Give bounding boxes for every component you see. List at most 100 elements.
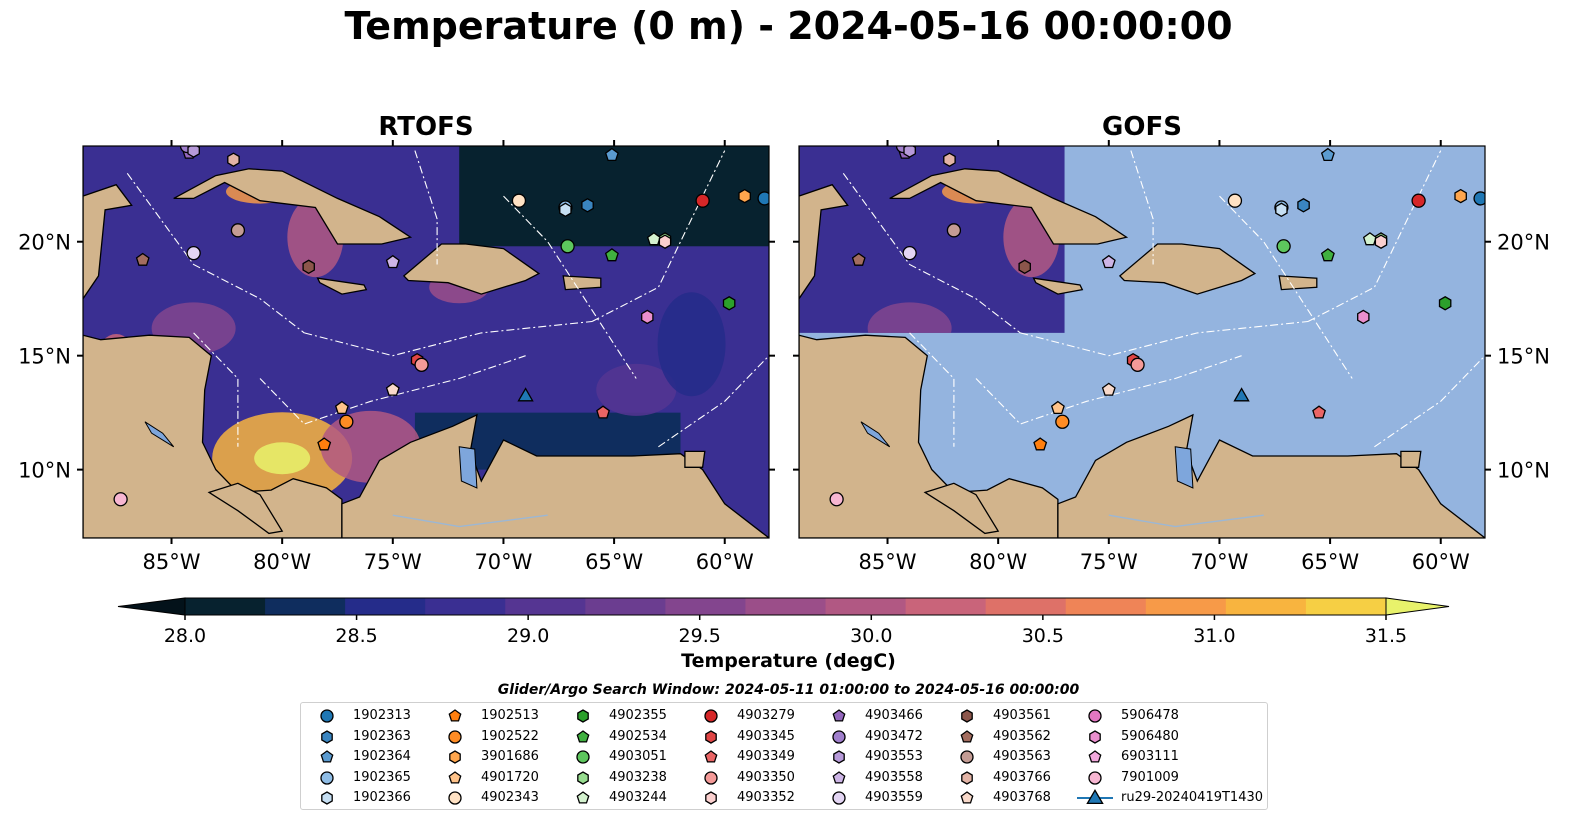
lat-tick-label: 20°N	[18, 231, 71, 255]
platform-1902513	[1033, 437, 1048, 451]
legend-marker-icon	[320, 709, 334, 723]
legend-marker-icon	[448, 791, 462, 806]
platform-4903562	[851, 252, 866, 266]
legend-marker	[449, 750, 461, 764]
legend-marker-icon	[960, 729, 974, 743]
platform-1902364	[1320, 147, 1335, 162]
legend-marker-icon	[704, 709, 718, 723]
legend-marker-icon	[832, 709, 846, 722]
lat-tick-label: 15°N	[18, 345, 71, 369]
platform-4903768	[385, 382, 400, 396]
legend-label: 4903238	[609, 769, 667, 785]
colorbar-segment	[185, 598, 266, 615]
legend-label: 4903279	[737, 708, 795, 723]
legend-marker	[448, 709, 462, 722]
legend-label: 4902343	[481, 790, 539, 806]
platform-4903563	[946, 223, 962, 238]
legend-label: ru29-20240419T1430	[1121, 790, 1264, 806]
legend-marker-icon	[320, 771, 334, 785]
colorbar-extend-high	[1385, 597, 1450, 616]
legend-marker-icon	[1088, 750, 1102, 763]
legend-marker	[832, 770, 846, 784]
legend-marker	[320, 771, 334, 785]
search-window-title: Glider/Argo Search Window: 2024-05-11 01…	[497, 682, 1080, 698]
figure-title: Temperature (0 m) - 2024-05-16 00:00:00	[344, 4, 1233, 48]
platform-4903051	[1276, 239, 1291, 254]
legend-marker-icon	[321, 791, 333, 806]
platform-4902355	[722, 296, 736, 311]
legend-label: 4903345	[737, 728, 795, 744]
platform-4902343	[511, 193, 527, 208]
legend-label: 1902522	[481, 728, 539, 744]
platform-4903553	[903, 146, 916, 158]
platform-5906480	[1357, 309, 1370, 325]
lon-tick-label: 60°W	[1412, 550, 1470, 574]
colorbar-segment	[985, 598, 1067, 615]
platform-4903563	[230, 223, 246, 238]
platform-7901009	[829, 492, 844, 507]
lon-tick-label: 75°W	[364, 550, 422, 574]
legend-marker-icon	[1077, 789, 1113, 805]
legend-label: 4901720	[481, 769, 539, 785]
legend-marker	[320, 709, 334, 723]
legend-label: 7901009	[1121, 769, 1179, 785]
lat-tick-label: 20°N	[1497, 231, 1550, 255]
legend-marker-icon	[1088, 709, 1102, 723]
platform-4903558	[385, 254, 400, 269]
legend-label: 1902313	[353, 708, 411, 723]
platform-4903562	[135, 252, 150, 266]
legend-label: 4903352	[737, 790, 795, 806]
map-panel-rtofs: 85°W 80°W 75°W 70°W 65°W 60°W 10°N 15°N 20°N	[18, 140, 775, 574]
legend-marker-icon	[576, 750, 590, 764]
legend-marker-icon	[832, 770, 846, 784]
legend-marker-icon	[1088, 771, 1102, 785]
legend-marker-icon	[960, 750, 974, 764]
legend-marker-icon	[961, 709, 973, 723]
legend-marker	[1088, 750, 1102, 763]
platform-4903244	[646, 232, 661, 246]
lon-tick-label: 65°W	[585, 550, 643, 574]
platform-4903561	[302, 259, 315, 275]
legend-label: 4903244	[609, 790, 667, 806]
legend-marker	[961, 709, 973, 723]
lat-tick-label: 15°N	[1497, 345, 1550, 369]
colorbar-tick-label: 31.5	[1365, 625, 1407, 647]
platform-7901009	[113, 492, 128, 507]
colorbar-segment	[425, 598, 506, 615]
panel-frame	[798, 145, 1486, 539]
legend-marker	[320, 750, 334, 763]
colorbar-tick-label: 31.0	[1193, 625, 1235, 647]
lat-tick-label: 10°N	[18, 459, 71, 483]
platform-4903352	[658, 234, 672, 249]
legend-label: 1902365	[353, 769, 411, 785]
platform-4903350	[1130, 357, 1145, 372]
legend-marker	[1089, 729, 1101, 744]
legend-marker-icon	[448, 770, 462, 784]
platform-4903558	[1101, 254, 1116, 269]
legend-marker	[576, 791, 590, 804]
legend-marker	[705, 729, 717, 744]
lon-tick-label: 65°W	[1301, 550, 1359, 574]
legend-marker	[448, 729, 462, 744]
legend-label: 1902363	[353, 728, 411, 744]
platform-3901686	[738, 188, 751, 204]
legend-marker	[576, 729, 590, 743]
legend-marker	[321, 729, 333, 744]
platform-1902363	[581, 198, 594, 213]
colorbar-segment	[665, 598, 746, 615]
legend-label: 4903472	[865, 728, 923, 744]
legend-label: 4903349	[737, 749, 795, 765]
legend-marker	[960, 791, 974, 804]
platform-ru29-20240419T1430	[517, 387, 534, 402]
colorbar-segment	[345, 598, 426, 615]
lon-tick-label: 80°W	[253, 550, 311, 574]
legend-marker	[704, 750, 718, 763]
platform-4903349	[596, 405, 610, 419]
legend-label: 4903768	[993, 790, 1051, 806]
legend-triangle	[1086, 789, 1104, 805]
colorbar-segment	[1305, 598, 1387, 615]
platform-4903768	[1101, 382, 1116, 396]
legend-marker	[577, 771, 589, 785]
panel-title-gofs: GOFS	[1102, 112, 1182, 142]
legend-marker	[960, 729, 974, 743]
